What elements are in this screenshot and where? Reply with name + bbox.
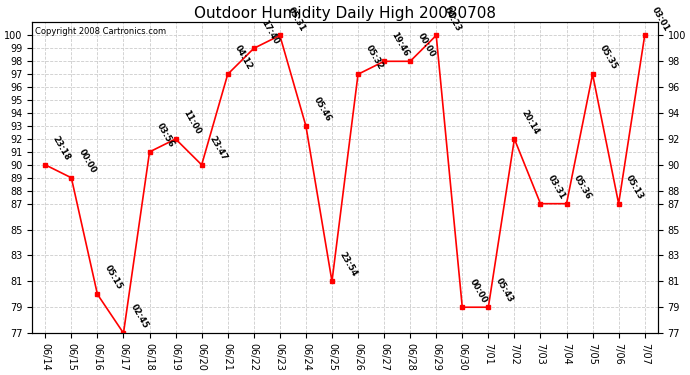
Text: 20:14: 20:14	[520, 108, 541, 136]
Text: 05:13: 05:13	[624, 173, 645, 201]
Text: 05:35: 05:35	[598, 44, 619, 72]
Text: 23:18: 23:18	[51, 135, 72, 162]
Text: 05:32: 05:32	[364, 44, 385, 72]
Text: 00:00: 00:00	[415, 31, 437, 58]
Text: 04:23: 04:23	[442, 5, 463, 33]
Text: 17:40: 17:40	[259, 18, 280, 46]
Text: 11:00: 11:00	[181, 109, 202, 136]
Text: 03:56: 03:56	[155, 122, 176, 149]
Text: 23:47: 23:47	[207, 135, 228, 162]
Text: 03:01: 03:01	[650, 5, 671, 33]
Text: 05:46: 05:46	[311, 96, 333, 123]
Text: 04:12: 04:12	[233, 44, 255, 72]
Text: Copyright 2008 Cartronics.com: Copyright 2008 Cartronics.com	[35, 27, 166, 36]
Text: 05:43: 05:43	[494, 277, 515, 304]
Text: 19:46: 19:46	[390, 31, 411, 58]
Title: Outdoor Humidity Daily High 20080708: Outdoor Humidity Daily High 20080708	[194, 6, 496, 21]
Text: 05:36: 05:36	[572, 173, 593, 201]
Text: 03:31: 03:31	[546, 174, 567, 201]
Text: 02:45: 02:45	[129, 303, 150, 330]
Text: 05:31: 05:31	[286, 5, 306, 33]
Text: 23:54: 23:54	[337, 251, 359, 279]
Text: 00:00: 00:00	[77, 148, 98, 175]
Text: 00:00: 00:00	[468, 277, 489, 304]
Text: 05:15: 05:15	[103, 264, 124, 291]
